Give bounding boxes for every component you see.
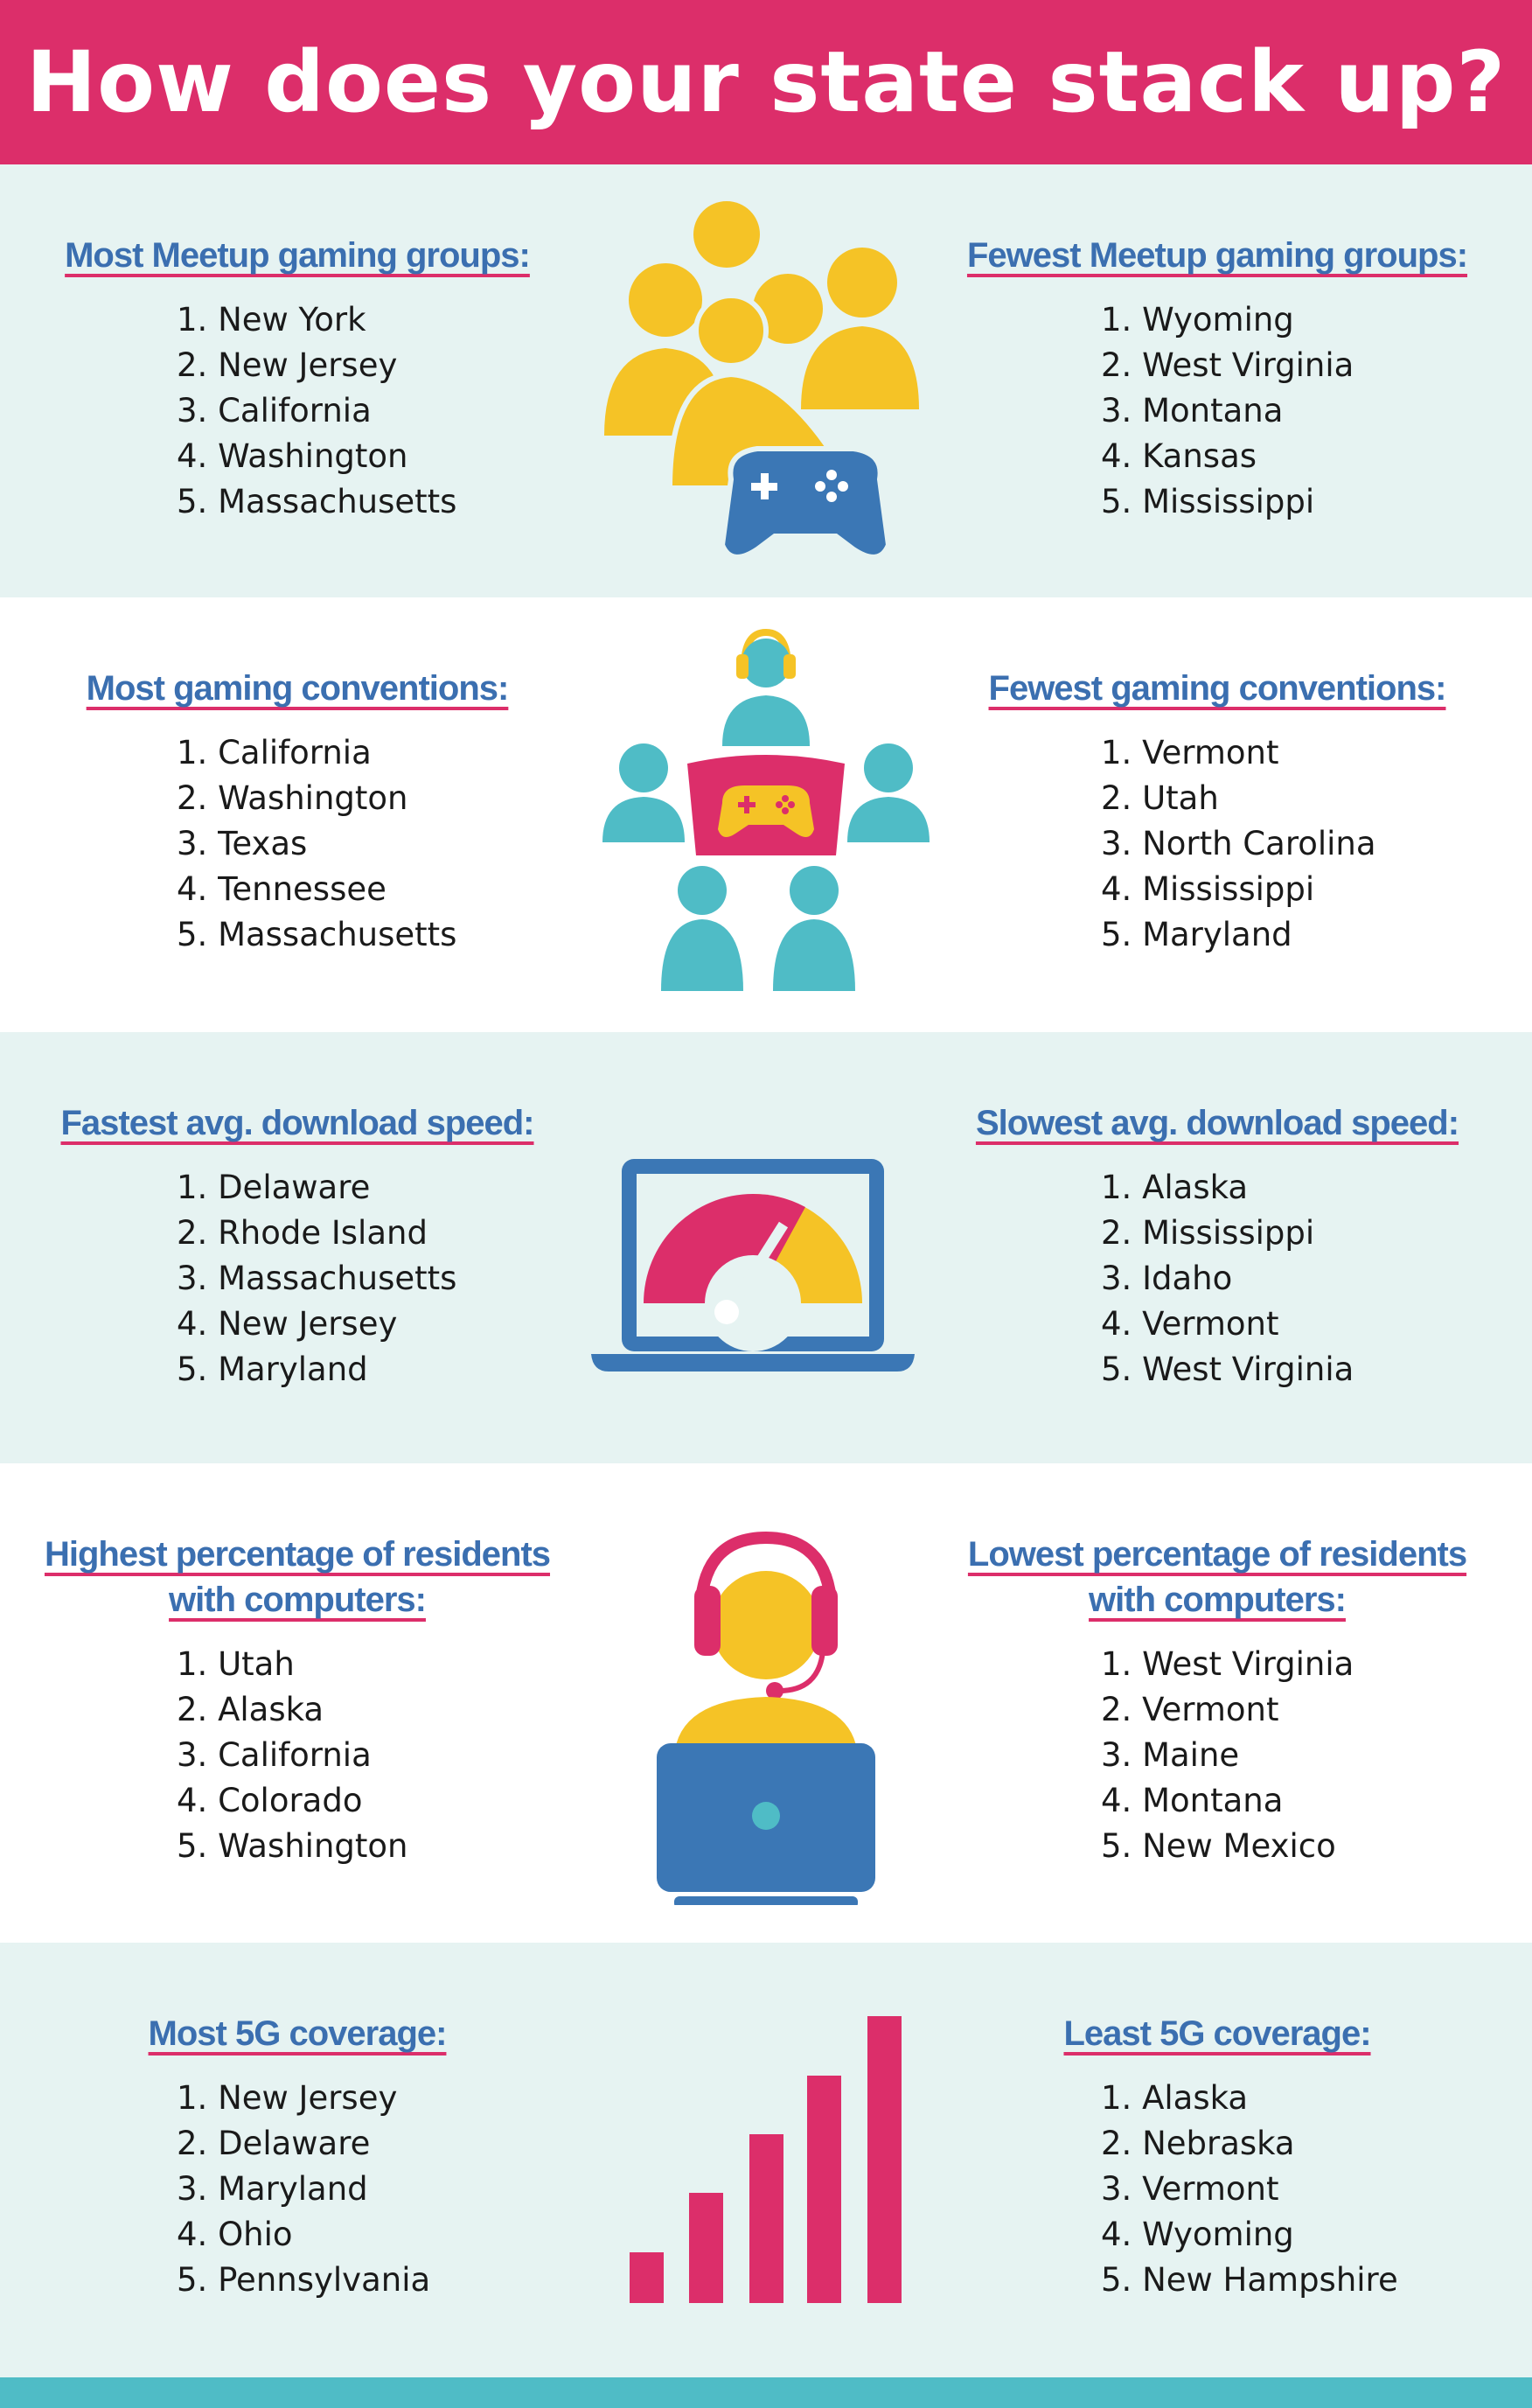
ranking-column: Highest percentage of residents with com…	[9, 1463, 586, 1869]
ranking-heading: Fewest Meetup gaming groups:	[966, 236, 1468, 275]
ranking-column: Fastest avg. download speed: 1. Delaware 2…	[9, 1032, 586, 1392]
ranking-heading: Fewest gaming conventions:	[988, 669, 1447, 708]
ranking-item: 4. Vermont	[1101, 1305, 1279, 1343]
ranking-item: 5. Massachusetts	[177, 916, 457, 953]
conventions-icon	[602, 628, 930, 991]
ranking-item: 3. Texas	[177, 825, 308, 862]
ranking-item: 1. West Virginia	[1101, 1645, 1354, 1683]
ranking-item: 5. Pennsylvania	[177, 2261, 431, 2299]
ranking-item: 2. Delaware	[177, 2125, 371, 2162]
ranking-item: 1. California	[177, 734, 372, 771]
title: How does your state stack up?	[25, 33, 1507, 131]
ranking-item: 5. New Hampshire	[1101, 2261, 1398, 2299]
ranking-item: 2. Vermont	[1101, 1691, 1279, 1728]
ranking-item: 5. Maryland	[177, 1351, 368, 1388]
ranking-item: 2. New Jersey	[177, 346, 398, 384]
ranking-item: 2. Nebraska	[1101, 2125, 1295, 2162]
ranking-item: 2. Rhode Island	[177, 1214, 428, 1252]
ranking-list: 1. Vermont 2. Utah 3. North Carolina 4. Mis…	[1101, 730, 1506, 958]
ranking-item: 4. Mississippi	[1101, 870, 1315, 908]
ranking-list: 1. West Virginia 2. Vermont 3. Maine 4. Mon…	[1101, 1642, 1506, 1869]
ranking-item: 4. Kansas	[1101, 437, 1257, 475]
ranking-item: 1. Wyoming	[1101, 301, 1294, 339]
ranking-list: 1. Delaware 2. Rhode Island 3. Massachuset…	[177, 1165, 586, 1392]
ranking-item: 1. Vermont	[1101, 734, 1279, 771]
ranking-column: Most 5G coverage: 1. New Jersey 2. Delawar…	[9, 1943, 586, 2303]
ranking-item: 2. Washington	[177, 779, 408, 817]
ranking-item: 3. North Carolina	[1101, 825, 1376, 862]
ranking-item: 5. Mississippi	[1101, 483, 1315, 520]
download-speed-icon	[591, 1159, 915, 1372]
ranking-list: 1. Wyoming 2. West Virginia 3. Montana 4. K…	[1101, 297, 1506, 525]
ranking-list: 1. New York 2. New Jersey 3. California 4. …	[177, 297, 586, 525]
footer-bar	[0, 2377, 1532, 2408]
ranking-column: Fewest Meetup gaming groups: 1. Wyoming 2.…	[929, 164, 1506, 525]
ranking-item: 4. Washington	[177, 437, 408, 475]
ranking-item: 5. Washington	[177, 1827, 408, 1865]
ranking-item: 3. Maine	[1101, 1736, 1240, 1774]
ranking-list: 1. California 2. Washington 3. Texas 4. Ten…	[177, 730, 586, 958]
ranking-heading: Most gaming conventions:	[86, 669, 510, 708]
header: How does your state stack up?	[0, 0, 1532, 164]
ranking-item: 2. Mississippi	[1101, 1214, 1315, 1252]
section: Fastest avg. download speed: 1. Delaware 2…	[0, 1032, 1532, 1463]
section: Most gaming conventions: 1. California 2. …	[0, 597, 1532, 1032]
computer-owner-icon	[657, 1531, 875, 1905]
gaming-groups-icon	[604, 201, 919, 560]
signal-bars-icon	[630, 2016, 902, 2303]
ranking-item: 3. California	[177, 1736, 372, 1774]
ranking-item: 3. Montana	[1101, 392, 1284, 429]
ranking-heading: Most 5G coverage:	[148, 2014, 448, 2053]
ranking-heading: Most Meetup gaming groups:	[65, 236, 531, 275]
ranking-item: 4. Colorado	[177, 1782, 363, 1819]
ranking-item: 4. Montana	[1101, 1782, 1284, 1819]
ranking-item: 4. Wyoming	[1101, 2216, 1294, 2253]
ranking-item: 3. Maryland	[177, 2170, 368, 2208]
ranking-list: 1. New Jersey 2. Delaware 3. Maryland 4. Oh…	[177, 2076, 586, 2303]
ranking-column: Lowest percentage of residents with comp…	[929, 1463, 1506, 1869]
ranking-item: 2. Alaska	[177, 1691, 324, 1728]
section: Highest percentage of residents with com…	[0, 1463, 1532, 1943]
ranking-column: Fewest gaming conventions: 1. Vermont 2. U…	[929, 597, 1506, 958]
ranking-item: 1. New Jersey	[177, 2079, 398, 2117]
ranking-item: 4. Ohio	[177, 2216, 293, 2253]
ranking-heading: Slowest avg. download speed:	[975, 1104, 1459, 1142]
ranking-item: 5. Maryland	[1101, 916, 1292, 953]
ranking-item: 1. New York	[177, 301, 366, 339]
ranking-item: 3. Vermont	[1101, 2170, 1279, 2208]
ranking-heading: Fastest avg. download speed:	[60, 1104, 534, 1142]
ranking-item: 4. New Jersey	[177, 1305, 398, 1343]
ranking-item: 1. Delaware	[177, 1169, 371, 1206]
ranking-item: 5. West Virginia	[1101, 1351, 1354, 1388]
ranking-column: Most gaming conventions: 1. California 2. …	[9, 597, 586, 958]
ranking-item: 5. Massachusetts	[177, 483, 457, 520]
ranking-item: 2. West Virginia	[1101, 346, 1354, 384]
ranking-item: 2. Utah	[1101, 779, 1219, 817]
ranking-column: Most Meetup gaming groups: 1. New York 2. …	[9, 164, 586, 525]
section: Most Meetup gaming groups: 1. New York 2. …	[0, 164, 1532, 597]
ranking-column: Slowest avg. download speed: 1. Alaska 2. …	[929, 1032, 1506, 1392]
ranking-item: 5. New Mexico	[1101, 1827, 1336, 1865]
ranking-item: 3. Idaho	[1101, 1260, 1233, 1297]
ranking-list: 1. Alaska 2. Nebraska 3. Vermont 4. Wyoming…	[1101, 2076, 1506, 2303]
ranking-item: 1. Alaska	[1101, 1169, 1249, 1206]
ranking-item: 1. Alaska	[1101, 2079, 1249, 2117]
ranking-item: 1. Utah	[177, 1645, 295, 1683]
ranking-list: 1. Alaska 2. Mississippi 3. Idaho 4. Vermon…	[1101, 1165, 1506, 1392]
ranking-heading: Least 5G coverage:	[1063, 2014, 1371, 2053]
ranking-item: 3. California	[177, 392, 372, 429]
ranking-item: 4. Tennessee	[177, 870, 386, 908]
ranking-list: 1. Utah 2. Alaska 3. California 4. Colorado…	[177, 1642, 586, 1869]
section: Most 5G coverage: 1. New Jersey 2. Delawar…	[0, 1943, 1532, 2377]
ranking-heading: Highest percentage of residents with com…	[44, 1535, 551, 1619]
ranking-item: 3. Massachusetts	[177, 1260, 457, 1297]
ranking-column: Least 5G coverage: 1. Alaska 2. Nebraska 3.…	[929, 1943, 1506, 2303]
ranking-heading: Lowest percentage of residents with comp…	[967, 1535, 1467, 1619]
